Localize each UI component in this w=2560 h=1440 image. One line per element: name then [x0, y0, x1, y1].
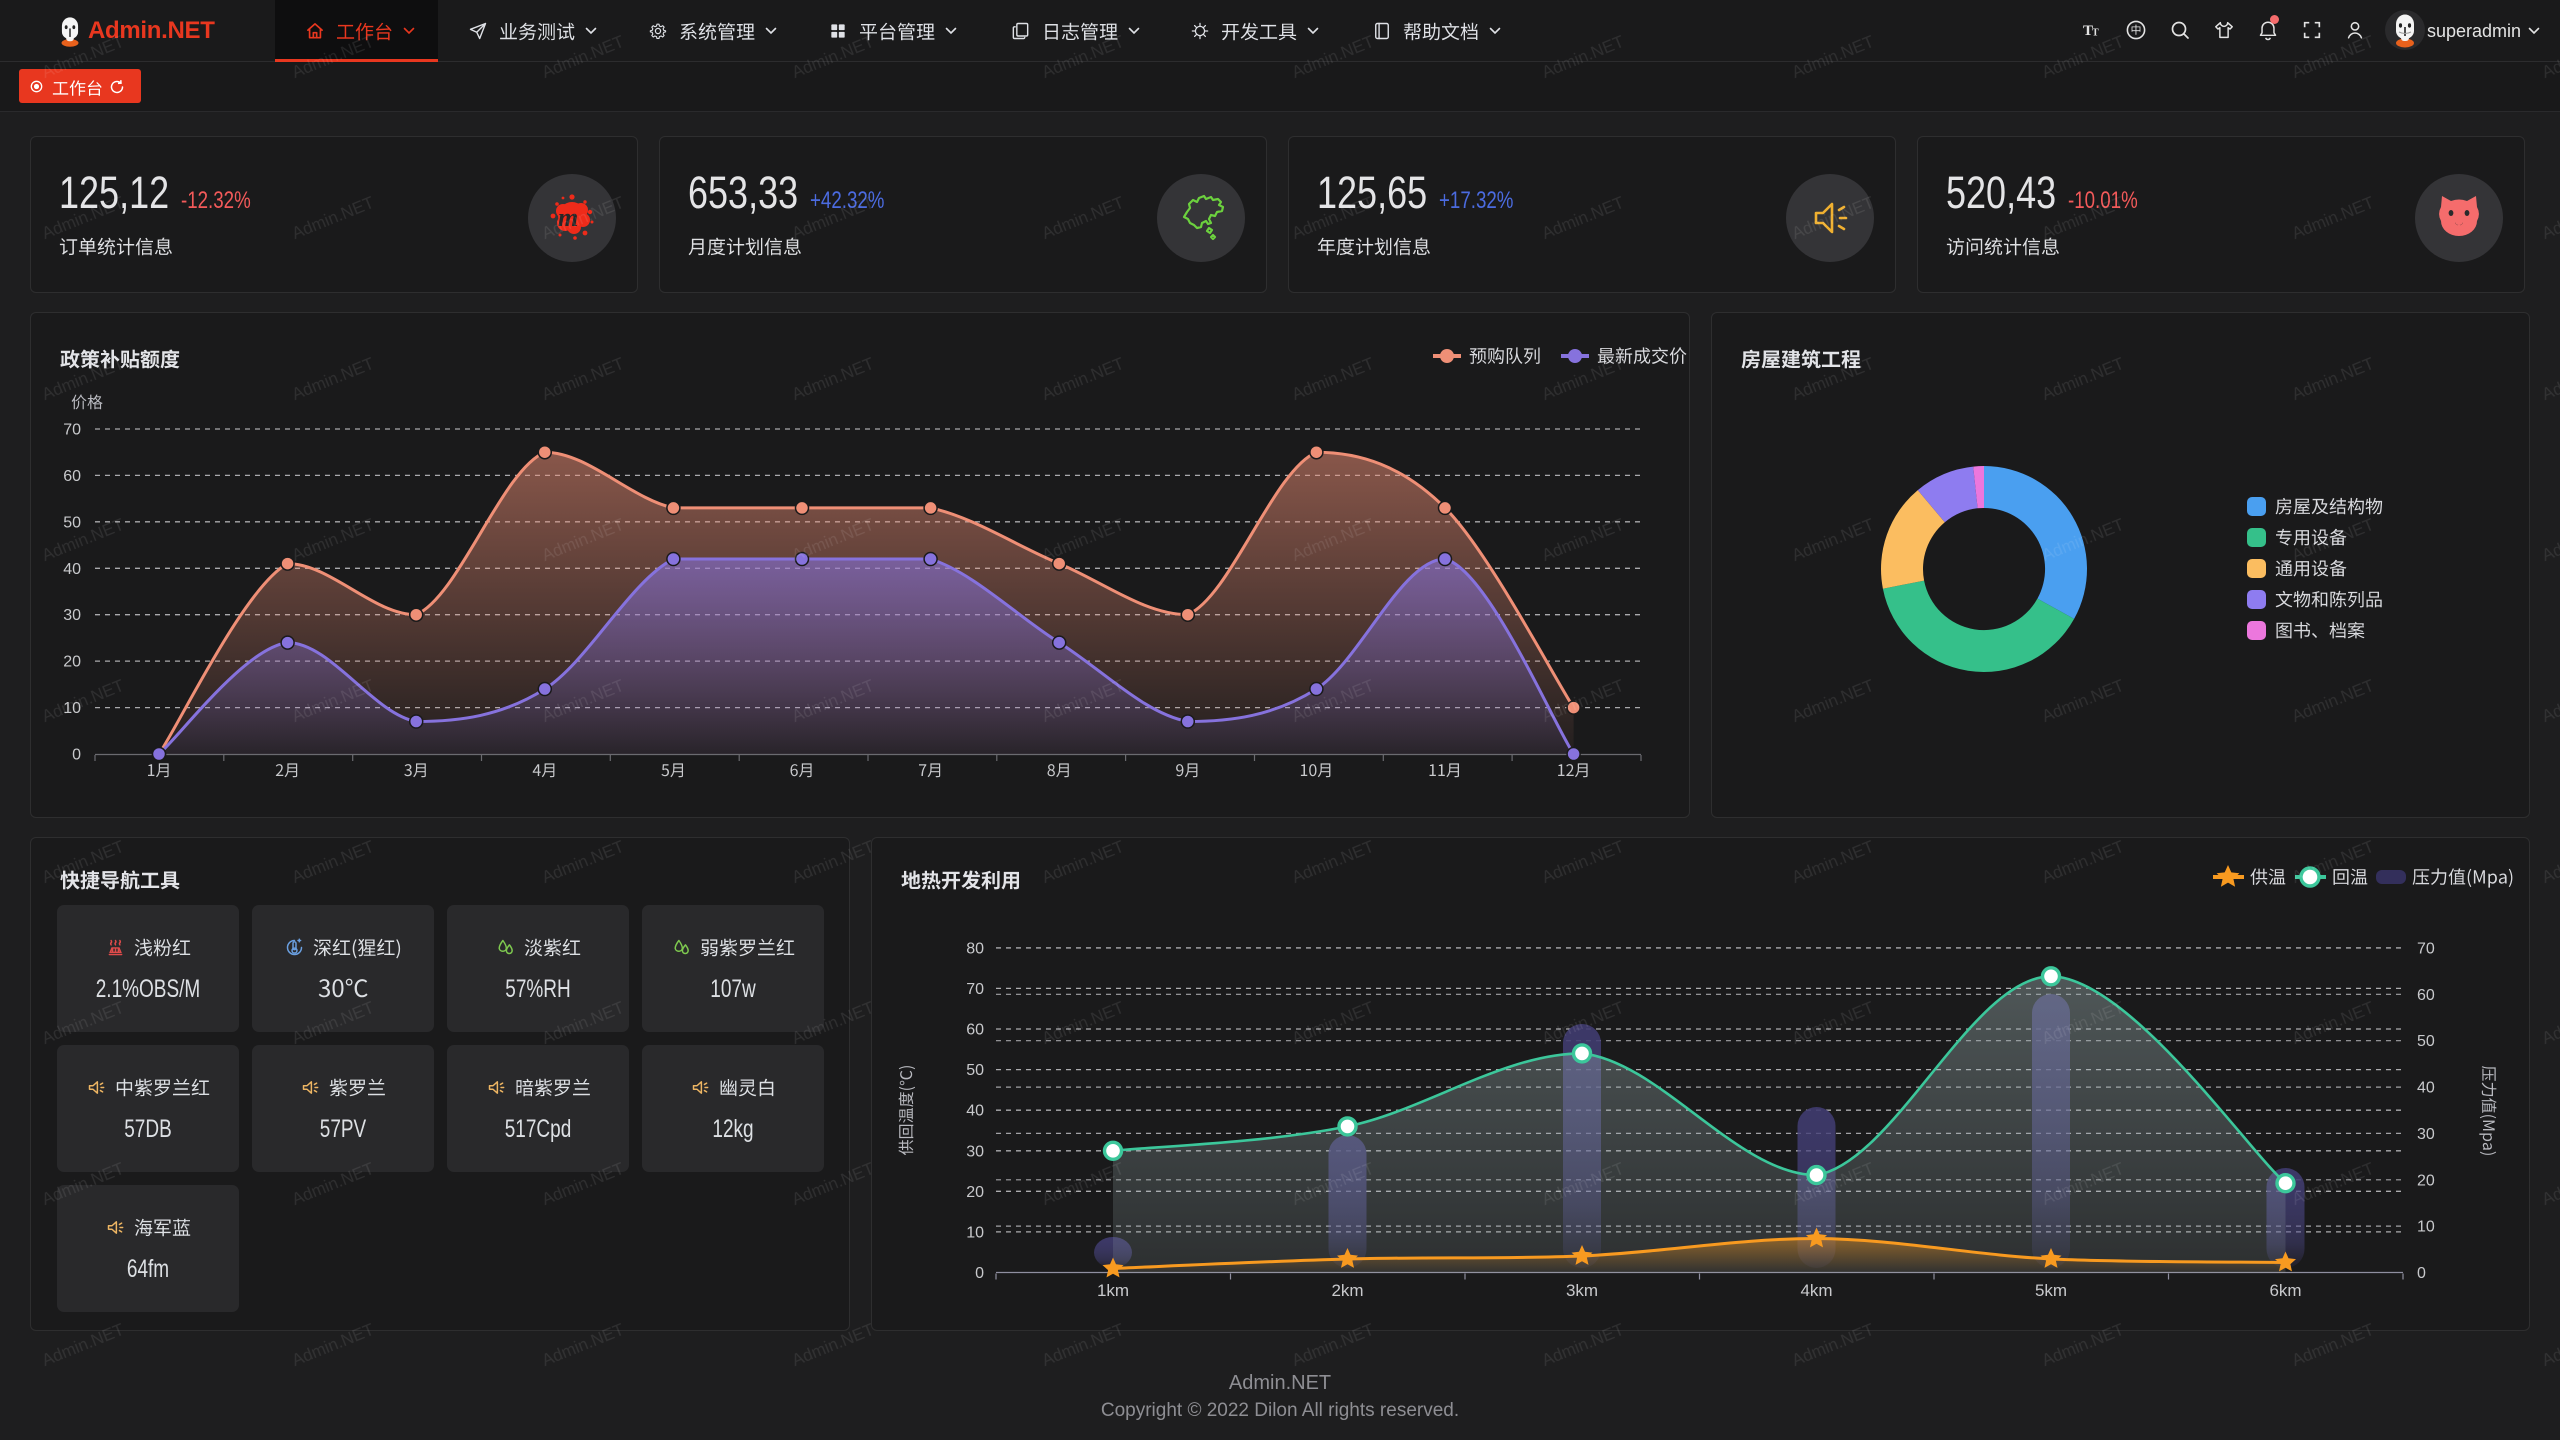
svg-text:50: 50	[2417, 1033, 2435, 1050]
svg-text:1km: 1km	[1097, 1281, 1129, 1300]
svg-text:5km: 5km	[2035, 1281, 2067, 1300]
svg-text:30: 30	[63, 607, 81, 624]
svg-text:10: 10	[63, 700, 81, 717]
svg-text:70: 70	[966, 981, 984, 998]
svg-text:70: 70	[2417, 941, 2435, 958]
svg-text:40: 40	[2417, 1080, 2435, 1097]
svg-text:0: 0	[2417, 1265, 2426, 1282]
svg-text:0: 0	[72, 747, 81, 764]
svg-text:60: 60	[2417, 987, 2435, 1004]
svg-text:60: 60	[966, 1022, 984, 1039]
svg-text:6km: 6km	[2269, 1281, 2301, 1300]
svg-text:20: 20	[63, 654, 81, 671]
svg-text:50: 50	[966, 1062, 984, 1079]
svg-text:40: 40	[966, 1103, 984, 1120]
svg-text:3km: 3km	[1566, 1281, 1598, 1300]
svg-text:30: 30	[2417, 1126, 2435, 1143]
svg-text:30: 30	[966, 1143, 984, 1160]
svg-text:4km: 4km	[1800, 1281, 1832, 1300]
svg-text:10: 10	[966, 1224, 984, 1241]
svg-text:T: T	[2092, 28, 2099, 39]
svg-text:2km: 2km	[1331, 1281, 1363, 1300]
svg-text:20: 20	[2417, 1172, 2435, 1189]
svg-text:70: 70	[63, 422, 81, 439]
svg-text:60: 60	[63, 468, 81, 485]
svg-text:80: 80	[966, 940, 984, 957]
svg-text:m: m	[558, 203, 578, 232]
svg-text:50: 50	[63, 514, 81, 531]
svg-text:20: 20	[966, 1184, 984, 1201]
svg-text:0: 0	[975, 1265, 984, 1282]
svg-text:10: 10	[2417, 1219, 2435, 1236]
svg-text:40: 40	[63, 561, 81, 578]
